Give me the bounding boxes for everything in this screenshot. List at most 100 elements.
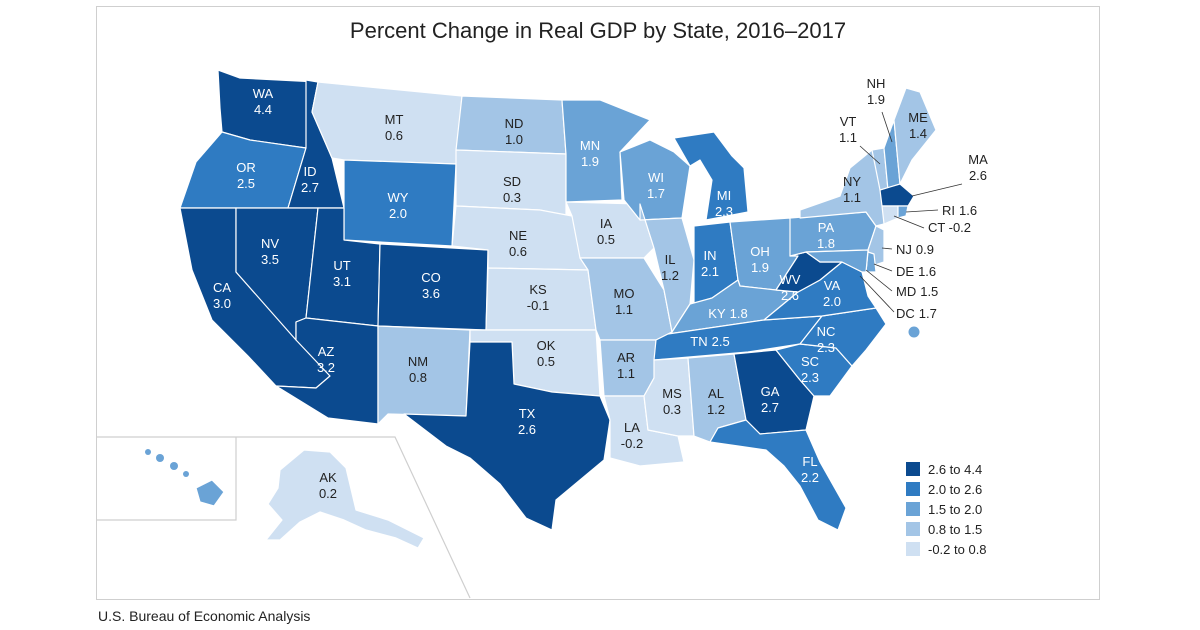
legend-swatch: [906, 462, 920, 476]
label-sc-value: 2.3: [801, 370, 819, 385]
label-al-abbr: AL: [708, 386, 724, 401]
label-va-value: 2.0: [823, 294, 841, 309]
label-mi-abbr: MI: [717, 188, 731, 203]
label-ny-value: 1.1: [843, 190, 861, 205]
label-me-abbr: ME: [908, 110, 928, 125]
label-ri-value: 1.6: [959, 203, 977, 218]
label-nm-value: 0.8: [409, 370, 427, 385]
svg-text:OR2.5: OR 2.5: [236, 160, 256, 191]
svg-text:WV2.6: WV 2.6: [780, 272, 801, 303]
label-wi-value: 1.7: [647, 186, 665, 201]
svg-text:VA2.0: VA 2.0: [823, 278, 841, 309]
label-ky-value: 1.8: [730, 306, 748, 321]
label-ny-abbr: NY: [843, 174, 861, 189]
label-me-value: 1.4: [909, 126, 927, 141]
label-de-abbr: DE: [896, 264, 914, 279]
label-hi-value: 1.7: [145, 492, 163, 507]
label-id-value: 2.7: [301, 180, 319, 195]
state-dc: [907, 325, 921, 339]
label-hi-abbr: HI: [148, 476, 161, 491]
svg-text:TN2.5: TN 2.5: [690, 334, 729, 349]
label-wa-value: 4.4: [254, 102, 272, 117]
label-nd-value: 1.0: [505, 132, 523, 147]
state-mi: [673, 131, 749, 221]
svg-text:IA0.5: IA 0.5: [597, 216, 615, 247]
state-tx: [403, 341, 611, 531]
label-ut-abbr: UT: [333, 258, 350, 273]
label-il-value: 1.2: [661, 268, 679, 283]
label-nh-value: 1.9: [867, 92, 885, 107]
label-mi-value: 2.3: [715, 204, 733, 219]
svg-text:WA4.4: WA 4.4: [253, 86, 274, 117]
label-oh-value: 1.9: [751, 260, 769, 275]
label-tx-abbr: TX: [519, 406, 536, 421]
legend-swatch: [906, 482, 920, 496]
svg-text:NY1.1: NY 1.1: [843, 174, 861, 205]
svg-text:NE0.6: NE 0.6: [509, 228, 527, 259]
state-ma: [879, 183, 915, 207]
inset-divider: [96, 436, 471, 599]
label-dc-value: 1.7: [919, 306, 937, 321]
svg-text:HI1.7: HI 1.7: [145, 476, 163, 507]
label-nj-value: 0.9: [916, 242, 934, 257]
label-nj-abbr: NJ: [896, 242, 912, 257]
svg-text:DE1.6: DE 1.6: [896, 264, 936, 279]
svg-text:MN1.9: MN 1.9: [580, 138, 600, 169]
label-de-value: 1.6: [918, 264, 936, 279]
label-ia-value: 0.5: [597, 232, 615, 247]
label-in-value: 2.1: [701, 264, 719, 279]
svg-text:KY1.8: KY 1.8: [708, 306, 747, 321]
svg-text:RI1.6: RI 1.6: [942, 203, 977, 218]
hawaii-inset-frame: [96, 437, 237, 521]
label-ar-abbr: AR: [617, 350, 635, 365]
label-ak-abbr: AK: [319, 470, 337, 485]
label-ok-abbr: OK: [537, 338, 556, 353]
label-ia-abbr: IA: [600, 216, 613, 231]
label-vt-abbr: VT: [840, 114, 857, 129]
label-or-abbr: OR: [236, 160, 256, 175]
label-az-value: 3.2: [317, 360, 335, 375]
legend-label: 2.0 to 2.6: [928, 482, 982, 497]
svg-text:AR1.1: AR 1.1: [617, 350, 635, 381]
svg-text:MO1.1: MO 1.1: [614, 286, 635, 317]
svg-text:SC2.3: SC 2.3: [801, 354, 819, 385]
label-ct-value: -0.2: [949, 220, 971, 235]
svg-text:FL2.2: FL 2.2: [801, 454, 819, 485]
svg-text:ME1.4: ME 1.4: [908, 110, 928, 141]
label-in-abbr: IN: [704, 248, 717, 263]
svg-text:DC1.7: DC 1.7: [896, 306, 937, 321]
label-vt-value: 1.1: [839, 130, 857, 145]
label-sd-value: 0.3: [503, 190, 521, 205]
svg-text:OK0.5: OK 0.5: [537, 338, 556, 369]
svg-text:SD0.3: SD 0.3: [503, 174, 521, 205]
label-ak-value: 0.2: [319, 486, 337, 501]
label-mo-value: 1.1: [615, 302, 633, 317]
svg-text:TX2.6: TX 2.6: [518, 406, 536, 437]
svg-text:KS-0.1: KS -0.1: [527, 282, 549, 313]
state-ct: [881, 205, 899, 225]
label-or-value: 2.5: [237, 176, 255, 191]
svg-text:MT0.6: MT 0.6: [385, 112, 404, 143]
legend-label: 2.6 to 4.4: [928, 462, 982, 477]
label-ne-value: 0.6: [509, 244, 527, 259]
label-ky-abbr: KY: [708, 306, 726, 321]
label-ga-value: 2.7: [761, 400, 779, 415]
label-wi-abbr: WI: [648, 170, 664, 185]
label-ne-abbr: NE: [509, 228, 527, 243]
svg-text:NM0.8: NM 0.8: [408, 354, 428, 385]
svg-text:WI1.7: WI 1.7: [647, 170, 665, 201]
svg-text:ID2.7: ID 2.7: [301, 164, 319, 195]
svg-text:PA1.8: PA 1.8: [817, 220, 835, 251]
svg-text:OH1.9: OH 1.9: [750, 244, 770, 275]
label-va-abbr: VA: [824, 278, 841, 293]
source-credit: U.S. Bureau of Economic Analysis: [98, 608, 311, 624]
label-ms-abbr: MS: [662, 386, 682, 401]
label-ms-value: 0.3: [663, 402, 681, 417]
svg-text:IL1.2: IL 1.2: [661, 252, 679, 283]
label-wy-abbr: WY: [388, 190, 409, 205]
svg-text:AK0.2: AK 0.2: [319, 470, 337, 501]
label-oh-abbr: OH: [750, 244, 770, 259]
label-mt-abbr: MT: [385, 112, 404, 127]
svg-text:UT3.1: UT 3.1: [333, 258, 351, 289]
